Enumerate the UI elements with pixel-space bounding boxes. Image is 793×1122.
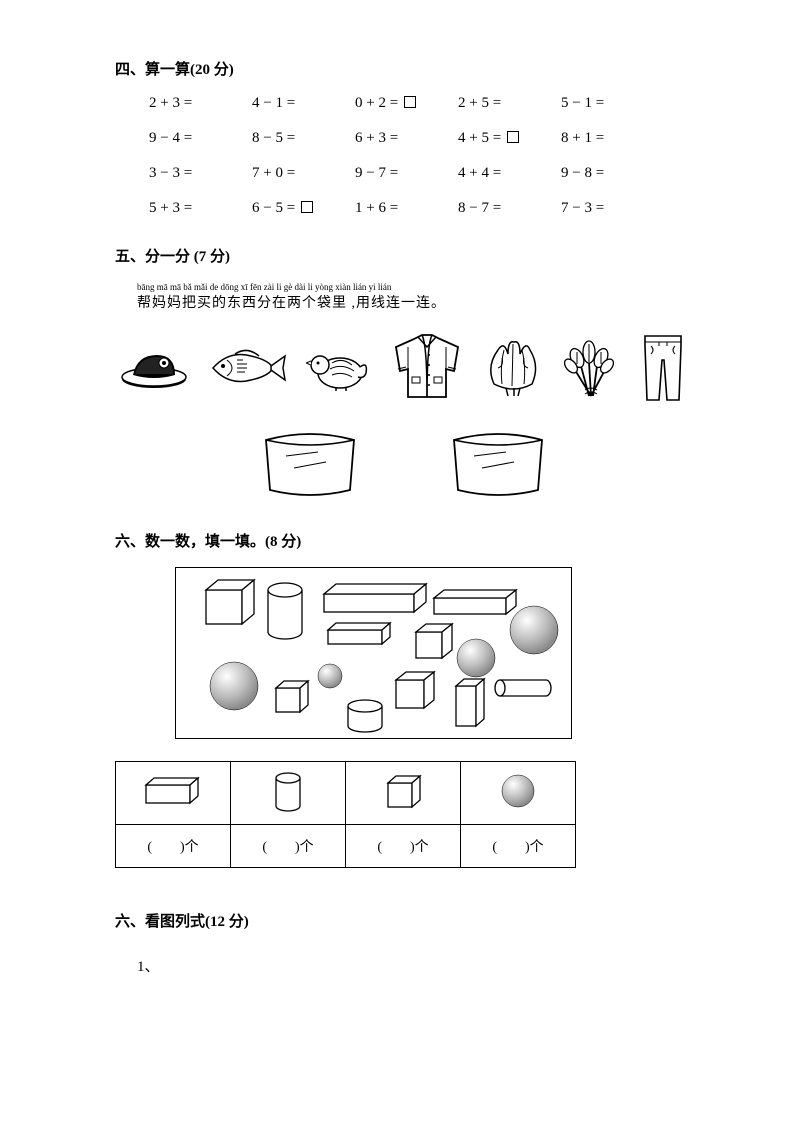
section6a-title: 六、数一数，填一填。(8 分) [115, 530, 693, 551]
items-row [115, 332, 693, 404]
arith-cell: 2 + 5 = [458, 95, 561, 112]
fish-icon [207, 346, 287, 390]
pants-icon [637, 332, 689, 404]
arith-cell: 3 − 3 = [149, 165, 252, 182]
answer-cell: ( )个 [461, 825, 576, 868]
answer-box [404, 96, 416, 108]
vegetables-icon [561, 336, 619, 400]
arith-cell: 1 + 6 = [355, 200, 458, 217]
shapes-panel [175, 567, 572, 739]
shape-cuboid-cell [116, 762, 231, 825]
arith-cell: 8 − 5 = [252, 130, 355, 147]
arith-cell: 6 + 3 = [355, 130, 458, 147]
arith-cell: 4 − 1 = [252, 95, 355, 112]
arith-cell: 2 + 3 = [149, 95, 252, 112]
arith-cell: 6 − 5 = [252, 200, 355, 217]
bag-icon [444, 422, 552, 502]
shape-sphere-cell [461, 762, 576, 825]
arith-cell: 8 + 1 = [561, 130, 664, 147]
shape-cube-cell [346, 762, 461, 825]
bags-row [115, 422, 693, 502]
bag-icon [256, 422, 364, 502]
pinyin-line: bāng mā mā bǎ mǎi de dōng xī fēn zài li … [137, 282, 693, 292]
section6b-title: 六、看图列式(12 分) [115, 910, 693, 931]
arith-cell: 5 − 1 = [561, 95, 664, 112]
shape-cylinder-cell [231, 762, 346, 825]
arith-cell: 7 + 0 = [252, 165, 355, 182]
answer-box [507, 131, 519, 143]
item-number-1: 1、 [137, 955, 693, 976]
answer-box [301, 201, 313, 213]
arith-cell: 0 + 2 = [355, 95, 458, 112]
section5-title: 五、分一分 (7 分) [115, 245, 693, 266]
arithmetic-grid: 2 + 3 =4 − 1 =0 + 2 = 2 + 5 =5 − 1 = 9 − … [149, 95, 693, 217]
chicken-icon [306, 343, 370, 393]
hat-icon [119, 345, 189, 391]
arith-cell: 4 + 5 = [458, 130, 561, 147]
arith-cell: 8 − 7 = [458, 200, 561, 217]
arith-cell: 5 + 3 = [149, 200, 252, 217]
cabbage-icon [484, 338, 542, 398]
arith-cell: 9 − 7 = [355, 165, 458, 182]
count-table: ( )个 ( )个 ( )个 ( )个 [115, 761, 576, 868]
jacket-icon [388, 333, 466, 403]
instruction-text: 帮妈妈把买的东西分在两个袋里 ,用线连一连。 [137, 292, 693, 312]
answer-cell: ( )个 [346, 825, 461, 868]
arith-cell: 7 − 3 = [561, 200, 664, 217]
arith-cell: 4 + 4 = [458, 165, 561, 182]
answer-cell: ( )个 [231, 825, 346, 868]
arith-cell: 9 − 4 = [149, 130, 252, 147]
arith-cell: 9 − 8 = [561, 165, 664, 182]
answer-cell: ( )个 [116, 825, 231, 868]
section4-title: 四、算一算(20 分) [115, 58, 693, 79]
